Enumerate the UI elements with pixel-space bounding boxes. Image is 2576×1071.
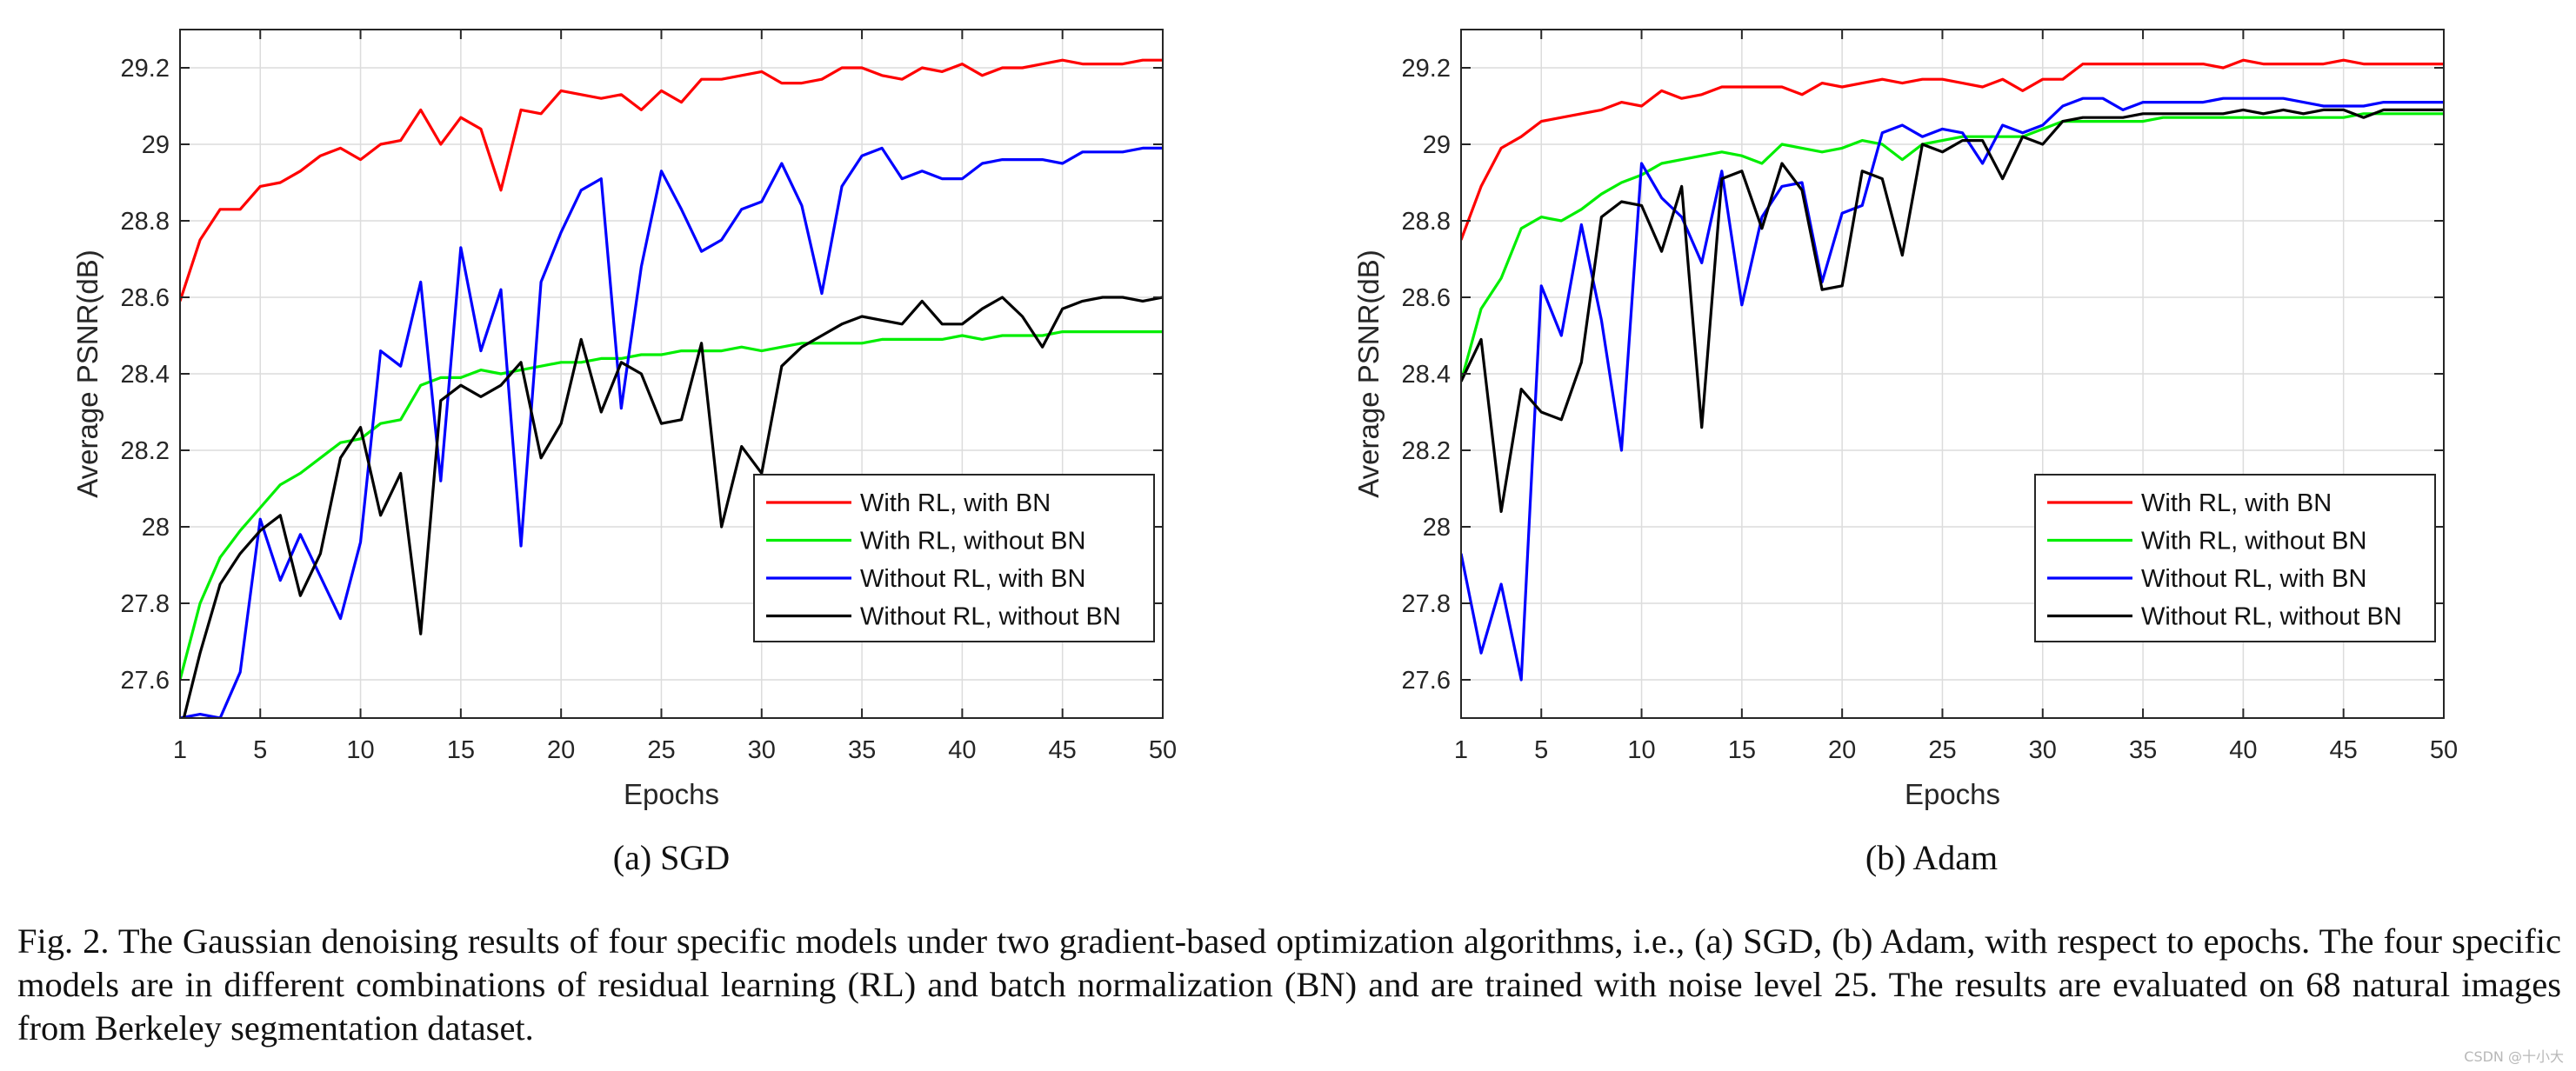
chart-b-x-tick-label: 5	[1534, 736, 1548, 764]
chart-a-series-line-3	[180, 146, 1163, 718]
chart-b-legend-entry-1: With RL, with BN	[2141, 489, 2332, 517]
chart-b-y-tick-label: 29	[1423, 131, 1451, 159]
chart-a-x-axis-label: Epochs	[624, 778, 719, 810]
figure-charts: 1 5 10 15 20 25 30 35 40 45 5027.627.82828.228.428…	[71, 29, 2458, 877]
chart-a-legend-entry-2: With RL, without BN	[860, 528, 1085, 555]
chart-a-y-tick-label: 28	[142, 514, 170, 542]
chart-a-y-tick-label: 29.2	[121, 55, 170, 83]
chart-a-subcaption: (a) SGD	[613, 838, 730, 877]
chart-b-x-tick-label: 50	[2430, 736, 2458, 764]
chart-b-x-tick-label: 35	[2129, 736, 2157, 764]
chart-b-y-tick-label: 28.2	[1402, 437, 1451, 465]
chart-b-y-tick-label: 28.4	[1402, 361, 1451, 389]
chart-a-legend-entry-1: With RL, with BN	[860, 489, 1051, 517]
chart-a-series-line-2	[180, 330, 1163, 681]
chart-a: 1 5 10 15 20 25 30 35 40 45 5027.627.82828.228.428…	[71, 29, 1177, 877]
chart-b-legend-entry-4: Without RL, without BN	[2141, 603, 2402, 631]
chart-b-y-tick-label: 27.6	[1402, 667, 1451, 695]
chart-b-x-tick-label: 1	[1454, 736, 1468, 764]
chart-a-y-tick-label: 28.6	[121, 284, 170, 312]
chart-b-legend-entry-2: With RL, without BN	[2141, 528, 2366, 555]
chart-b-x-tick-label: 30	[2029, 736, 2057, 764]
chart-a-y-tick-label: 28.8	[121, 208, 170, 236]
chart-b-subcaption: (b) Adam	[1865, 838, 1998, 877]
chart-b-series-group	[1461, 58, 2444, 682]
chart-a-series-line-4	[182, 296, 1163, 718]
chart-a-series-line-1	[180, 58, 1163, 302]
chart-a-legend-entry-3: Without RL, with BN	[860, 565, 1085, 593]
chart-b-x-tick-label: 40	[2229, 736, 2257, 764]
chart-b-x-tick-label: 10	[1627, 736, 1655, 764]
chart-a-x-tick-label: 40	[948, 736, 976, 764]
chart-b-series-line-4	[1461, 108, 2444, 514]
chart-b-x-tick-label: 45	[2330, 736, 2358, 764]
chart-a-legend-entry-4: Without RL, without BN	[860, 603, 1121, 631]
chart-b: 1 5 10 15 20 25 30 35 40 45 5027.627.82828.228.428…	[1352, 29, 2458, 877]
chart-a-x-tick-label: 15	[447, 736, 475, 764]
chart-b-y-tick-label: 27.8	[1402, 590, 1451, 618]
chart-a-x-tick-label: 35	[848, 736, 876, 764]
chart-b-legend-entry-3: Without RL, with BN	[2141, 565, 2366, 593]
chart-a-series-group	[180, 58, 1163, 718]
chart-b-series-line-2	[1461, 112, 2444, 382]
chart-a-x-tick-label: 30	[748, 736, 776, 764]
chart-a-y-tick-label: 28.4	[121, 361, 170, 389]
chart-a-y-tick-label: 27.8	[121, 590, 170, 618]
chart-a-x-tick-label: 10	[346, 736, 374, 764]
chart-a-x-tick-label: 45	[1049, 736, 1077, 764]
chart-b-y-tick-label: 28.8	[1402, 208, 1451, 236]
chart-b-series-line-3	[1461, 96, 2444, 682]
chart-a-x-tick-label: 5	[253, 736, 267, 764]
chart-a-y-tick-label: 28.2	[121, 437, 170, 465]
chart-a-x-tick-label: 1	[173, 736, 187, 764]
chart-b-x-tick-label: 15	[1728, 736, 1756, 764]
figure-caption: Fig. 2. The Gaussian denoising results o…	[17, 921, 2561, 1048]
chart-b-x-tick-label: 25	[1928, 736, 1956, 764]
chart-a-x-tick-label: 20	[547, 736, 575, 764]
watermark: CSDN @十小大	[2464, 1048, 2564, 1065]
chart-b-series-line-1	[1461, 58, 2444, 241]
chart-a-y-axis-label: Average PSNR(dB)	[71, 249, 103, 498]
chart-b-y-tick-label: 29.2	[1402, 55, 1451, 83]
chart-a-legend: With RL, with BN With RL, without BN Witho…	[753, 474, 1155, 642]
chart-a-x-tick-label: 50	[1149, 736, 1177, 764]
chart-b-x-tick-label: 20	[1828, 736, 1856, 764]
chart-b-y-axis-label: Average PSNR(dB)	[1352, 249, 1385, 498]
chart-b-legend: With RL, with BN With RL, without BN Witho…	[2034, 474, 2436, 642]
chart-b-y-tick-label: 28	[1423, 514, 1451, 542]
chart-a-y-tick-label: 27.6	[121, 667, 170, 695]
chart-b-x-axis-label: Epochs	[1905, 778, 2000, 810]
chart-b-y-tick-label: 28.6	[1402, 284, 1451, 312]
chart-a-x-tick-label: 25	[647, 736, 675, 764]
chart-a-y-tick-label: 29	[142, 131, 170, 159]
